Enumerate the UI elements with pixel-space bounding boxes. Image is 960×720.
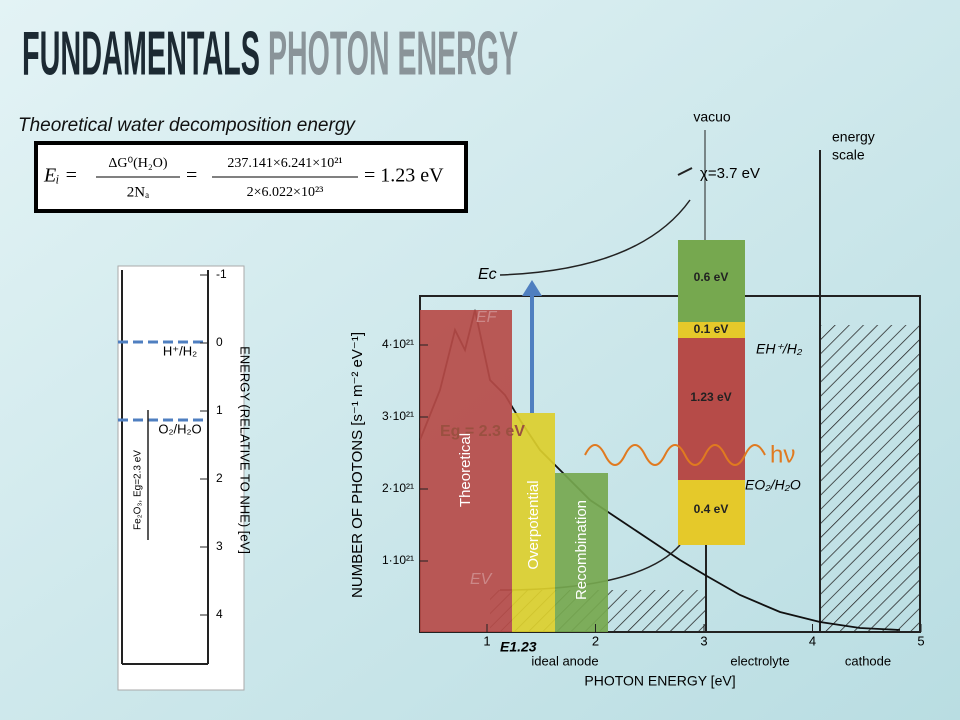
ec: Eс — [478, 266, 497, 283]
energy-label: 0.4 eV — [694, 502, 729, 516]
eq-rhs: = 1.23 eV — [364, 165, 444, 187]
ev: EV — [470, 571, 493, 588]
y-label: NUMBER OF PHOTONS [s⁻¹ m⁻² eV⁻¹] — [349, 332, 366, 598]
ef: EF — [476, 309, 498, 326]
material-label: Fe₂O₃, Eg=2.3 eV — [133, 450, 144, 530]
bar-label: Recombination — [573, 500, 590, 600]
axis-label: ENERGY (RELATIVE TO NHE) [eV] — [238, 346, 253, 554]
tick-label: 0 — [216, 335, 223, 349]
bar-label: Theoretical — [457, 433, 474, 507]
eo: EO₂/H₂O — [745, 477, 801, 493]
tick-label: 5 — [917, 633, 924, 648]
energy-scale: energy — [832, 129, 875, 145]
tick-label: 4 — [809, 633, 816, 648]
tick-label: 4 — [216, 607, 223, 621]
tick-label: -1 — [216, 267, 227, 281]
tick-label: 4·10²¹ — [382, 337, 414, 351]
theoretical-bar — [420, 310, 512, 632]
vacuo: vacuo — [693, 109, 731, 125]
eq-num2: 237.141×6.241×10²¹ — [227, 156, 342, 171]
energy-seg — [678, 480, 745, 545]
hatch — [820, 325, 920, 632]
eg: Eg = 2.3 eV — [440, 423, 525, 440]
e123: E1.23 — [500, 639, 537, 655]
eq-num1: ΔG⁰(H₂O) — [108, 156, 167, 171]
tick-label: 2 — [592, 633, 599, 648]
energy-label: 1.23 eV — [690, 390, 731, 404]
tick-label: 2 — [216, 471, 223, 485]
electrolyte: electrolyte — [730, 653, 789, 668]
eh: EH⁺/H₂ — [756, 341, 803, 357]
cathode: cathode — [845, 653, 891, 668]
overpotential-bar — [512, 413, 555, 632]
bar-label: Overpotential — [525, 480, 542, 569]
tick-label: 3 — [700, 633, 707, 648]
eq-eq2: = — [186, 165, 197, 187]
eq-den1: 2Nₐ — [127, 184, 149, 200]
recombination-bar — [555, 473, 608, 632]
tick-label: 1·10²¹ — [382, 553, 414, 567]
title-part2: PHOTON ENERGY — [268, 19, 518, 88]
tick-label: 3 — [216, 539, 223, 553]
h-label: H⁺/H₂ — [163, 343, 197, 358]
plot: Theoretical Overpotential Recombination … — [349, 109, 925, 689]
tick-label: 1 — [216, 403, 223, 417]
figure-panel — [117, 265, 245, 691]
o-label: O₂/H₂O — [158, 421, 201, 436]
left-figure: H⁺/H₂ O₂/H₂O Fe₂O₃, Eg=2.3 eV ENERGY (RE… — [117, 265, 253, 691]
tick-label: 3·10²¹ — [382, 409, 414, 423]
equation-box: Eᵢ = ΔG⁰(H₂O) 2Nₐ = 237.141×6.241×10²¹ 2… — [34, 141, 468, 213]
hv: hν — [770, 441, 795, 468]
energy-seg — [678, 338, 745, 480]
energy-scale: scale — [832, 147, 865, 163]
anode: ideal anode — [531, 653, 598, 668]
tick-label: 1 — [483, 633, 490, 648]
tick-label: 2·10²¹ — [382, 481, 414, 495]
title-part1: FUNDAMENTALS — [22, 19, 260, 88]
eq-lhs: Eᵢ = — [43, 165, 78, 187]
arrow-head — [522, 280, 542, 296]
break — [677, 167, 693, 176]
energy-label: 0.6 eV — [694, 270, 729, 284]
energy-label: 0.1 eV — [694, 322, 729, 336]
chi: χ=3.7 eV — [700, 165, 760, 182]
subtitle: Theoretical water decomposition energy — [18, 115, 356, 136]
photon-wave — [584, 444, 766, 466]
eq-den2: 2×6.022×10²³ — [247, 185, 324, 200]
band-curve — [499, 199, 691, 276]
x-label: PHOTON ENERGY [eV] — [584, 673, 735, 689]
energy-seg — [678, 240, 745, 322]
energy-seg — [678, 322, 745, 338]
